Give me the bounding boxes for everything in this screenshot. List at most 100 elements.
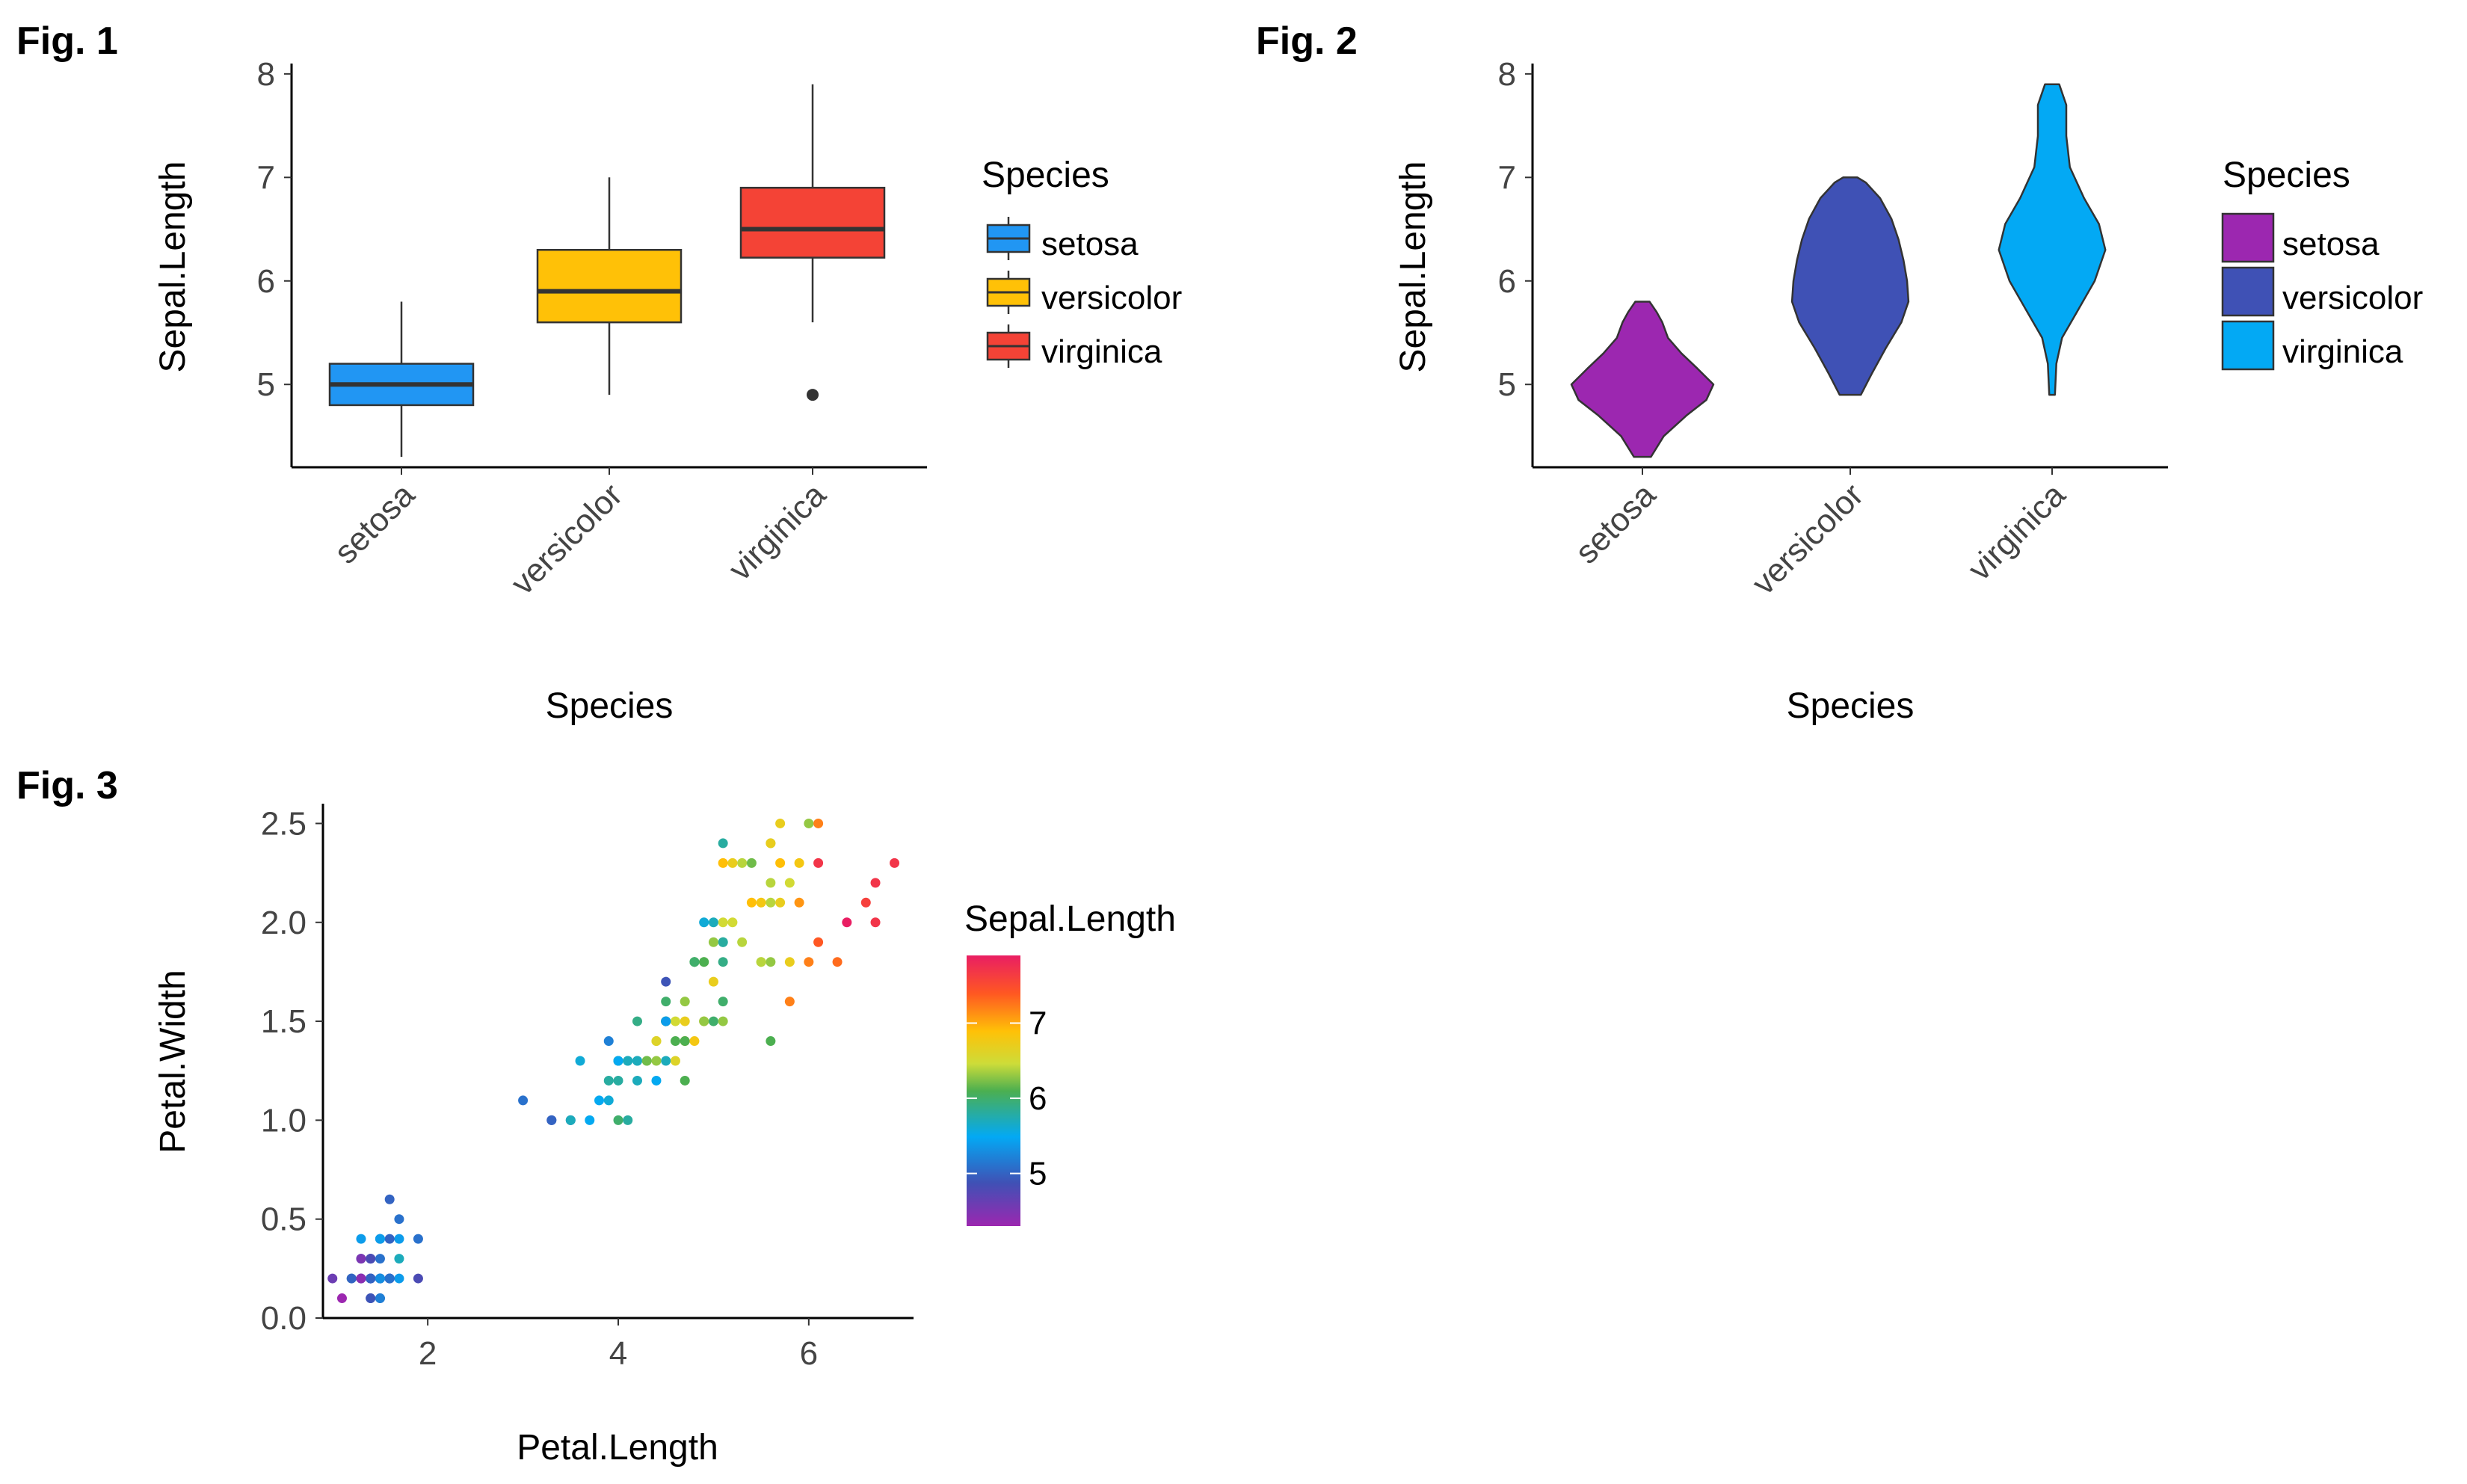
fig3-scatter-point — [794, 897, 804, 908]
fig3-scatter-point — [603, 1075, 614, 1086]
fig2-plot-area — [1525, 64, 2275, 475]
fig2-xtick-label: versicolor — [1745, 476, 1870, 602]
fig3-scatter-point — [756, 957, 766, 967]
fig1-legend-label: versicolor — [1041, 280, 1182, 316]
fig3-scatter-point — [784, 957, 795, 967]
fig3-scatter-point — [518, 1095, 529, 1106]
fig3-ytick-label: 0.0 — [261, 1300, 307, 1337]
fig3-ytick-label: 2.5 — [261, 805, 307, 842]
fig3-scatter-point — [718, 1016, 728, 1026]
fig2-violin — [1790, 176, 1910, 396]
fig3-scatter-point — [737, 858, 748, 868]
fig3-plot-area — [315, 804, 1020, 1326]
fig3-scatter-point — [718, 937, 728, 947]
fig1-ytick-label: 7 — [257, 159, 275, 196]
fig1-plot-area — [284, 64, 1031, 475]
fig2-legend-label: setosa — [2282, 226, 2380, 262]
fig1-ytick-label: 5 — [257, 366, 275, 403]
fig3-scatter-point — [394, 1273, 404, 1284]
fig3-scatter-point — [708, 1016, 718, 1026]
fig3-scatter-point — [860, 897, 871, 908]
fig1-x-ticklabels: setosa versicolor virginica — [327, 476, 834, 602]
fig2-ytick-label: 5 — [1498, 366, 1516, 403]
fig3-ytick-label: 1.0 — [261, 1102, 307, 1139]
fig3-scatter-point — [746, 897, 757, 908]
fig2-y-ticklabels: 5 6 7 8 — [1498, 56, 1516, 403]
fig3-scatter-point — [366, 1254, 376, 1264]
fig2-legend-key — [2221, 320, 2275, 371]
fig3-scatter-point — [718, 858, 728, 868]
fig3-scatter-point — [651, 1075, 662, 1086]
fig3-xtick-label: 2 — [419, 1335, 437, 1372]
fig3-scatter-point — [575, 1056, 585, 1066]
fig1-box — [739, 186, 886, 259]
fig3-scatter-point — [680, 997, 690, 1007]
fig3-scatter-point — [623, 1115, 633, 1125]
fig1-xtick-label: virginica — [721, 476, 833, 588]
fig3-scatter-point — [680, 1036, 690, 1047]
fig1-xtick-label: setosa — [327, 476, 422, 571]
fig2-legend-title: Species — [2223, 156, 2350, 195]
fig2-y-axis-title: Sepal.Length — [1393, 161, 1433, 373]
fig3-scatter-point — [394, 1254, 404, 1264]
fig3-y-axis-title: Petal.Width — [153, 970, 193, 1153]
fig3-scatter-point — [356, 1234, 366, 1244]
fig3-scatter-point — [327, 1273, 338, 1284]
fig2-xtick-label: virginica — [1961, 476, 2072, 588]
fig1-ylabel: Sepal.Length — [153, 161, 193, 373]
fig3-scatter-point — [336, 1293, 347, 1304]
fig2-ytick-label: 6 — [1498, 263, 1516, 300]
fig3-colorbar-label: 5 — [1029, 1156, 1047, 1192]
fig3-scatter-point — [375, 1234, 385, 1244]
fig2-ytick-label: 8 — [1498, 56, 1516, 93]
fig3-scatter-point — [623, 1056, 633, 1066]
fig3-scatter-point — [585, 1115, 595, 1125]
fig2-xtick-label: setosa — [1568, 476, 1663, 571]
fig3-scatter-point — [670, 1036, 680, 1047]
fig3-scatter-point — [632, 1016, 642, 1026]
fig2-legend-key — [2221, 212, 2275, 263]
fig3-scatter-point — [613, 1056, 623, 1066]
fig2-ylabel: Sepal.Length — [1393, 161, 1433, 373]
fig3-scatter-point — [603, 1036, 614, 1047]
fig3-scatter-point — [689, 1036, 700, 1047]
fig3-xtick-label: 4 — [609, 1335, 627, 1372]
fig3-colorbar-label: 6 — [1029, 1080, 1047, 1117]
fig3-scatter-point — [708, 917, 718, 928]
fig3-ytick-label: 1.5 — [261, 1003, 307, 1040]
fig1-legend-label: setosa — [1041, 226, 1139, 262]
fig3-colorbar — [967, 955, 1020, 1226]
fig3-scatter-point — [651, 1056, 662, 1066]
fig3-scatter-point — [766, 957, 776, 967]
fig2-violin — [1998, 83, 2107, 396]
fig1-ytick-label: 8 — [257, 56, 275, 93]
fig3-scatter-point — [766, 897, 776, 908]
fig3-scatter-point — [813, 858, 824, 868]
fig3-scatter-point — [804, 957, 814, 967]
fig3-scatter-point — [670, 1016, 680, 1026]
fig3-scatter-point — [565, 1115, 576, 1125]
fig2-legend: Species setosa versicolor virginica — [2223, 156, 2423, 370]
fig3-scatter-point — [613, 1075, 623, 1086]
fig2-legend-key — [2221, 266, 2275, 317]
fig3-scatter-point — [870, 917, 881, 928]
fig3-colorbar-label: 7 — [1029, 1006, 1047, 1042]
fig3-scatter-point — [832, 957, 843, 967]
fig3-ylabel: Petal.Width — [153, 970, 193, 1153]
fig3-scatter-point — [594, 1095, 605, 1106]
fig3-scatter-point — [727, 858, 738, 868]
fig1-label: Fig. 1 — [16, 19, 118, 63]
fig3-scatter-point — [356, 1273, 366, 1284]
fig3-scatter-point — [756, 897, 766, 908]
fig3-scatter-point — [384, 1234, 395, 1244]
fig3-scatter-point — [718, 838, 728, 849]
fig3-scatter-point — [603, 1095, 614, 1106]
fig1-outlier-point — [807, 389, 819, 401]
fig3-scatter-point — [727, 917, 738, 928]
fig3-scatter-point — [394, 1234, 404, 1244]
fig2-ytick-label: 7 — [1498, 159, 1516, 196]
fig3-scatter-point — [766, 878, 776, 888]
fig3-xtick-label: 6 — [800, 1335, 818, 1372]
